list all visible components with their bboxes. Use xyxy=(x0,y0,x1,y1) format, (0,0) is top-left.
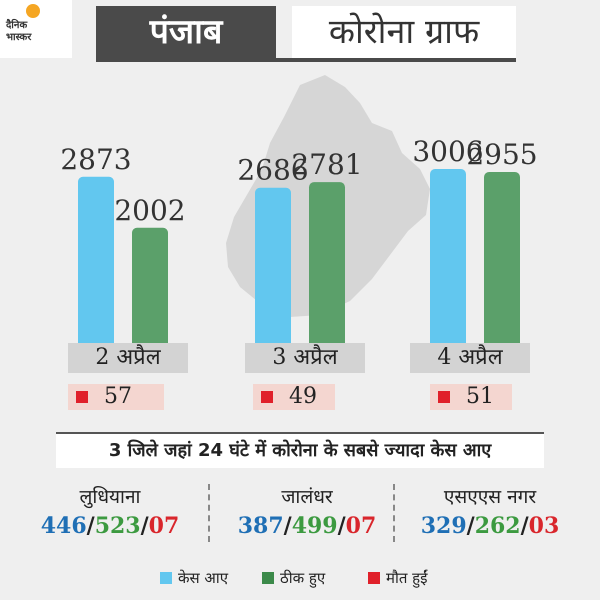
logo-line-2: भास्कर xyxy=(6,32,32,43)
death-count: 49 xyxy=(289,384,317,409)
district-divider xyxy=(208,484,210,542)
district-values: 446/523/07 xyxy=(40,513,180,539)
legend-swatch-cases xyxy=(160,572,172,584)
page-title: कोरोना ग्राफ xyxy=(292,6,516,58)
death-marker-icon xyxy=(438,391,450,403)
district-jalandhar: जालंधर 387/499/07 xyxy=(212,484,402,542)
district-recovered: 262 xyxy=(474,513,521,539)
legend-item-cases: केस आए xyxy=(160,568,228,588)
bar-recovered-3 xyxy=(484,171,520,349)
death-count: 57 xyxy=(104,384,132,409)
district-deaths: 07 xyxy=(345,513,377,539)
bar-cases-3 xyxy=(430,169,466,349)
bar-cases-1 xyxy=(78,176,114,349)
district-ludhiana: लुधियाना 446/523/07 xyxy=(15,484,205,542)
bar-value-label: 2873 xyxy=(60,143,131,176)
district-cases: 387 xyxy=(237,513,284,539)
district-name: लुधियाना xyxy=(79,486,141,508)
district-values: 329/262/03 xyxy=(420,513,560,539)
district-name: एसएएस नगर xyxy=(443,486,537,508)
district-divider xyxy=(393,484,395,542)
bar-recovered-1 xyxy=(132,227,168,349)
legend-item-recovered: ठीक हुए xyxy=(262,568,325,588)
district-deaths: 07 xyxy=(148,513,180,539)
bar-value-label: 2686 xyxy=(237,154,308,187)
brand-logo: दैनिक भास्कर xyxy=(0,0,72,58)
legend-swatch-recovered xyxy=(262,572,274,584)
district-cases: 446 xyxy=(40,513,87,539)
header: दैनिक भास्कर पंजाब कोरोना ग्राफ xyxy=(0,0,600,65)
legend-label-recovered: ठीक हुए xyxy=(280,569,326,587)
death-marker-icon xyxy=(76,391,88,403)
state-title: पंजाब xyxy=(96,6,276,58)
district-deaths: 03 xyxy=(528,513,560,539)
death-count: 51 xyxy=(466,384,494,409)
date-label: 2 अप्रैल xyxy=(68,343,188,373)
district-values: 387/499/07 xyxy=(237,513,377,539)
district-cases: 329 xyxy=(420,513,467,539)
district-sas-nagar: एसएएस नगर 329/262/03 xyxy=(395,484,585,542)
bar-value-label: 2955 xyxy=(466,138,537,171)
legend-item-deaths: मौत हुईं xyxy=(368,568,428,588)
district-recovered: 499 xyxy=(291,513,338,539)
date-label: 3 अप्रैल xyxy=(245,343,365,373)
district-name: जालंधर xyxy=(281,486,333,508)
legend-label-deaths: मौत हुईं xyxy=(386,569,428,587)
bar-value-label: 2002 xyxy=(114,194,185,227)
death-count-box: 51 xyxy=(430,384,512,410)
districts-section-title: 3 जिले जहां 24 घंटे में कोरोना के सबसे ज… xyxy=(56,432,544,468)
bar-value-label: 3006 xyxy=(412,135,483,168)
logo-line-1: दैनिक xyxy=(6,20,28,31)
district-recovered: 523 xyxy=(94,513,141,539)
sun-icon xyxy=(26,4,40,18)
bar-recovered-2 xyxy=(309,182,345,349)
death-count-box: 57 xyxy=(68,384,164,410)
legend-label-cases: केस आए xyxy=(178,569,229,587)
date-label: 4 अप्रैल xyxy=(410,343,530,373)
death-marker-icon xyxy=(261,391,273,403)
header-underline xyxy=(96,58,516,62)
legend-swatch-deaths xyxy=(368,572,380,584)
bar-value-label: 2781 xyxy=(291,148,362,181)
bar-cases-2 xyxy=(255,187,291,349)
death-count-box: 49 xyxy=(253,384,335,410)
chart-legend: केस आए ठीक हुए मौत हुईं xyxy=(0,566,600,590)
